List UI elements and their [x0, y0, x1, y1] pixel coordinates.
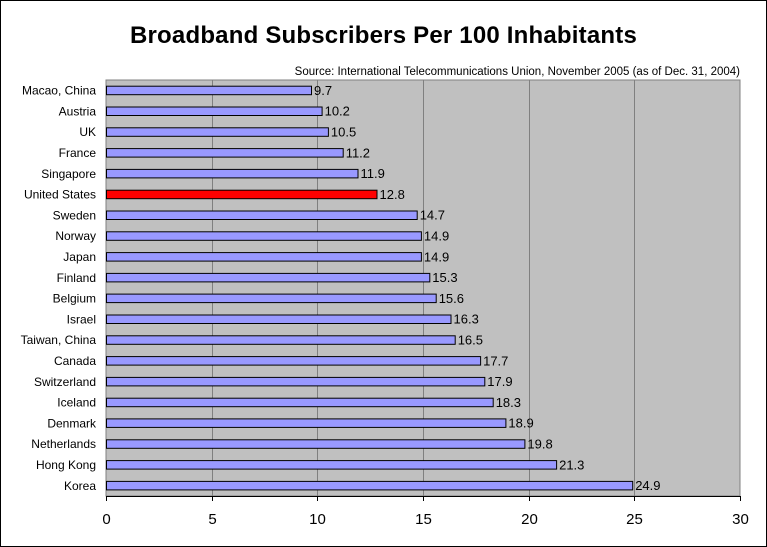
- value-label-taiwan-china: 16.5: [458, 333, 483, 348]
- x-axis: 0 5 10 15 20 25 30: [102, 496, 749, 528]
- value-label-united-states: 12.8: [380, 187, 405, 202]
- x-tick-label-0: 0: [102, 511, 110, 528]
- category-label-japan: Japan: [63, 250, 96, 264]
- category-label-switzerland: Switzerland: [34, 375, 96, 389]
- bar-denmark: [106, 418, 507, 428]
- bar-norway: [106, 231, 422, 241]
- bar-france: [106, 148, 344, 158]
- bar-united-states: [106, 189, 378, 200]
- x-tick-label-10: 10: [309, 511, 326, 528]
- value-label-france: 11.2: [346, 145, 370, 160]
- chart-title: Broadband Subscribers Per 100 Inhabitant…: [129, 22, 637, 49]
- value-label-macao-china: 9.7: [314, 83, 332, 98]
- category-label-denmark: Denmark: [47, 416, 97, 430]
- category-label-taiwan-china: Taiwan, China: [21, 333, 97, 347]
- value-label-finland: 15.3: [432, 270, 457, 285]
- category-labels: Macao, China Austria UK France Singapore Unit…: [21, 84, 97, 493]
- bar-belgium: [106, 293, 437, 304]
- category-label-sweden: Sweden: [53, 208, 96, 222]
- x-tick-label-20: 20: [521, 511, 538, 528]
- category-label-hong-kong: Hong Kong: [36, 458, 96, 472]
- bar-iceland: [106, 397, 494, 408]
- bar-taiwan-china: [106, 335, 456, 345]
- bar-hong-kong: [106, 460, 558, 470]
- category-label-united-states: United States: [24, 188, 96, 202]
- value-label-austria: 10.2: [325, 104, 350, 119]
- value-label-hong-kong: 21.3: [559, 457, 584, 472]
- bar-sweden: [106, 210, 418, 220]
- category-label-austria: Austria: [59, 104, 97, 118]
- value-label-japan: 14.9: [424, 249, 449, 264]
- bar-canada: [106, 356, 482, 366]
- bar-finland: [106, 272, 431, 283]
- category-label-belgium: Belgium: [53, 292, 96, 306]
- bars: [106, 85, 634, 491]
- x-tick-label-5: 5: [208, 511, 216, 528]
- bar-singapore: [106, 168, 359, 179]
- bar-japan: [106, 252, 422, 262]
- value-label-israel: 16.3: [454, 312, 479, 327]
- category-label-france: France: [59, 146, 97, 160]
- category-label-netherlands: Netherlands: [31, 437, 96, 451]
- value-label-switzerland: 17.9: [487, 374, 512, 389]
- bar-netherlands: [106, 439, 526, 449]
- category-label-finland: Finland: [57, 271, 96, 285]
- category-label-korea: Korea: [64, 479, 96, 493]
- value-label-iceland: 18.3: [496, 395, 521, 410]
- value-label-netherlands: 19.8: [527, 437, 552, 452]
- source-note: Source: International Telecommunications…: [295, 66, 741, 78]
- x-tick-label-25: 25: [626, 511, 643, 528]
- category-label-norway: Norway: [55, 229, 96, 243]
- bar-korea: [106, 480, 634, 491]
- category-label-macao-china: Macao, China: [22, 84, 96, 98]
- bar-israel: [106, 314, 452, 324]
- x-tick-label-15: 15: [415, 511, 432, 528]
- category-label-uk: UK: [79, 125, 96, 139]
- value-label-norway: 14.9: [424, 229, 449, 244]
- value-label-singapore: 11.9: [361, 166, 385, 181]
- value-label-korea: 24.9: [635, 478, 660, 493]
- category-label-canada: Canada: [54, 354, 96, 368]
- value-label-denmark: 18.9: [508, 416, 533, 431]
- bar-macao-china: [106, 85, 312, 96]
- value-label-uk: 10.5: [331, 125, 356, 140]
- bar-uk: [106, 127, 329, 137]
- value-label-canada: 17.7: [483, 353, 508, 368]
- category-label-singapore: Singapore: [41, 167, 96, 181]
- bar-switzerland: [106, 376, 486, 387]
- value-label-sweden: 14.7: [420, 208, 445, 223]
- category-label-iceland: Iceland: [57, 396, 96, 410]
- x-tick-label-30: 30: [732, 511, 749, 528]
- value-label-belgium: 15.6: [439, 291, 464, 306]
- category-label-israel: Israel: [67, 312, 96, 326]
- bar-austria: [106, 106, 323, 116]
- value-labels: 9.7 10.2 10.5 11.2 11.9 12.8 14.7 14.9 14.9 15.3 1…: [314, 83, 661, 493]
